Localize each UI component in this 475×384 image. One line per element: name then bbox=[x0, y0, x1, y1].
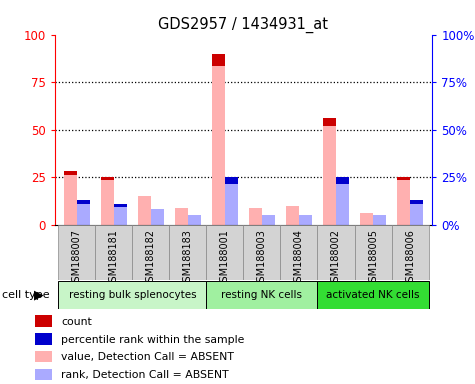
Text: percentile rank within the sample: percentile rank within the sample bbox=[61, 334, 245, 344]
Bar bbox=[101, 177, 114, 180]
Text: GSM188007: GSM188007 bbox=[72, 229, 82, 288]
Bar bbox=[286, 206, 299, 225]
Bar bbox=[35, 333, 52, 344]
Bar bbox=[317, 225, 354, 280]
Bar bbox=[323, 118, 336, 126]
Bar bbox=[133, 225, 170, 280]
Text: GSM188181: GSM188181 bbox=[109, 229, 119, 288]
Text: value, Detection Call = ABSENT: value, Detection Call = ABSENT bbox=[61, 353, 234, 362]
Bar bbox=[64, 171, 77, 175]
Text: resting NK cells: resting NK cells bbox=[221, 290, 303, 300]
Text: GSM188004: GSM188004 bbox=[294, 229, 304, 288]
Bar bbox=[317, 281, 428, 309]
Bar bbox=[170, 225, 207, 280]
Bar bbox=[336, 177, 349, 184]
Bar bbox=[225, 177, 238, 184]
Bar bbox=[354, 225, 391, 280]
Text: resting bulk splenocytes: resting bulk splenocytes bbox=[68, 290, 196, 300]
Text: rank, Detection Call = ABSENT: rank, Detection Call = ABSENT bbox=[61, 370, 229, 380]
Text: GSM188001: GSM188001 bbox=[220, 229, 230, 288]
Bar bbox=[175, 207, 188, 225]
Text: GSM188005: GSM188005 bbox=[368, 229, 378, 288]
Text: ▶: ▶ bbox=[34, 289, 44, 302]
Bar bbox=[373, 215, 386, 225]
Bar bbox=[323, 118, 336, 225]
Bar bbox=[114, 204, 127, 225]
Bar bbox=[138, 196, 151, 225]
Bar bbox=[249, 207, 262, 225]
Bar bbox=[58, 281, 207, 309]
Bar bbox=[151, 209, 164, 225]
Bar bbox=[77, 200, 90, 225]
Bar bbox=[114, 204, 127, 207]
Bar bbox=[299, 215, 312, 225]
Bar bbox=[397, 177, 410, 180]
Bar bbox=[207, 225, 244, 280]
Bar bbox=[35, 369, 52, 380]
Text: GSM188002: GSM188002 bbox=[331, 229, 341, 288]
Bar bbox=[410, 200, 423, 204]
Bar bbox=[35, 351, 52, 362]
Text: GSM188006: GSM188006 bbox=[405, 229, 415, 288]
Bar bbox=[225, 177, 238, 225]
Bar bbox=[58, 225, 95, 280]
Bar bbox=[212, 54, 225, 66]
Bar bbox=[280, 225, 317, 280]
Bar bbox=[360, 213, 373, 225]
Title: GDS2957 / 1434931_at: GDS2957 / 1434931_at bbox=[159, 17, 328, 33]
Bar bbox=[64, 171, 77, 225]
Bar bbox=[212, 54, 225, 225]
Text: GSM188182: GSM188182 bbox=[146, 229, 156, 288]
Text: GSM188183: GSM188183 bbox=[183, 229, 193, 288]
Bar bbox=[262, 215, 275, 225]
Text: count: count bbox=[61, 317, 92, 327]
Bar bbox=[95, 225, 133, 280]
Bar bbox=[336, 177, 349, 225]
Bar bbox=[243, 225, 280, 280]
Bar bbox=[35, 315, 52, 327]
Text: activated NK cells: activated NK cells bbox=[326, 290, 420, 300]
Bar bbox=[77, 200, 90, 204]
Bar bbox=[207, 281, 317, 309]
Text: cell type: cell type bbox=[2, 290, 50, 300]
Bar bbox=[101, 177, 114, 225]
Bar bbox=[410, 200, 423, 225]
Bar bbox=[188, 215, 201, 225]
Bar bbox=[397, 177, 410, 225]
Text: GSM188003: GSM188003 bbox=[257, 229, 267, 288]
Bar bbox=[391, 225, 428, 280]
